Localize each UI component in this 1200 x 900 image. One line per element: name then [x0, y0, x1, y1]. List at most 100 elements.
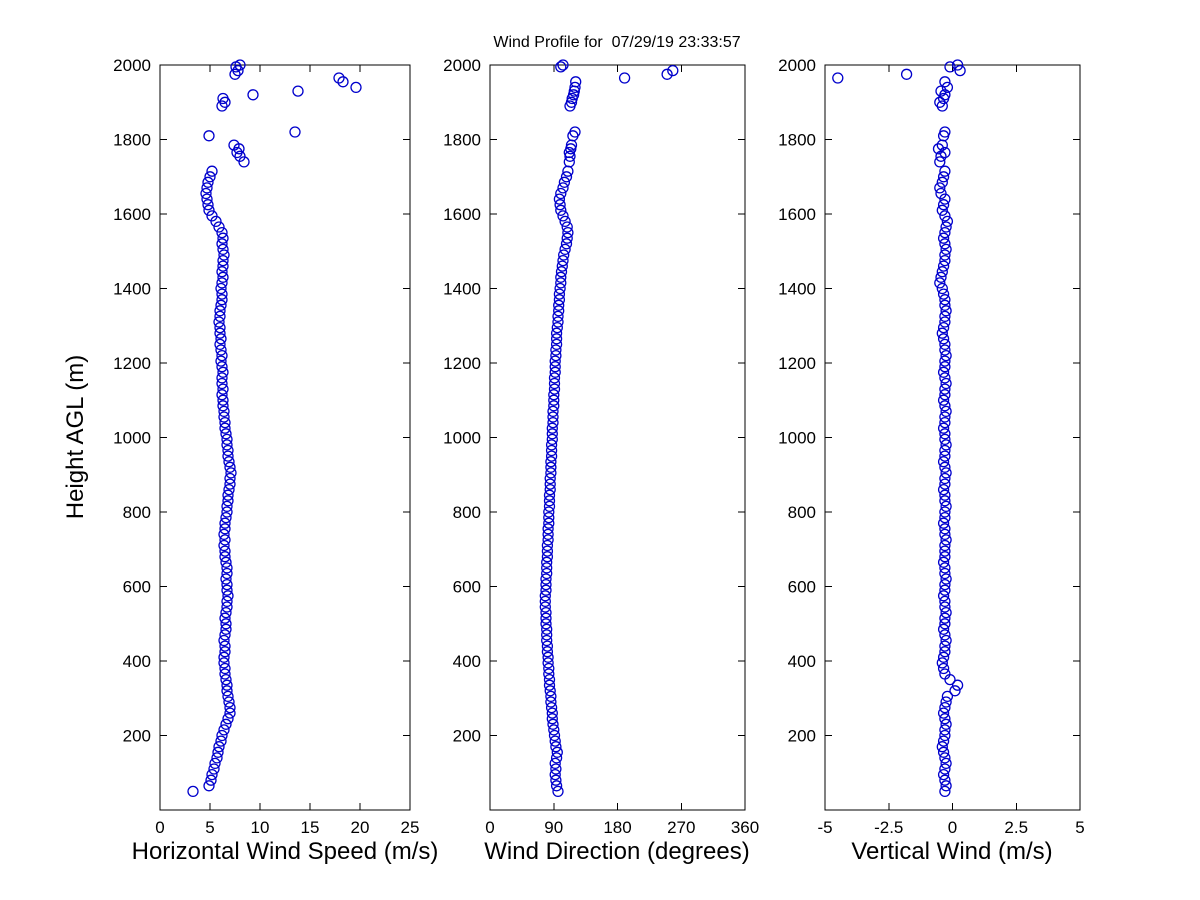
- data-point-marker: [937, 288, 950, 300]
- data-point-marker: [939, 238, 951, 250]
- data-point-marker: [203, 780, 215, 792]
- y-tick-label: 800: [123, 503, 151, 522]
- x-tick-label: -2.5: [874, 818, 903, 837]
- data-point-marker: [218, 634, 230, 647]
- data-point-marker: [554, 199, 566, 211]
- data-point-marker: [937, 651, 950, 663]
- data-point-marker: [562, 226, 574, 239]
- data-point-marker: [939, 249, 951, 261]
- data-point-marker: [201, 193, 213, 205]
- data-point-marker: [936, 176, 948, 188]
- data-point-marker: [218, 405, 230, 418]
- data-point-marker: [219, 629, 231, 641]
- data-point-marker: [560, 171, 573, 183]
- data-point-marker: [932, 143, 945, 155]
- data-point-marker: [541, 646, 554, 658]
- data-point-marker: [939, 478, 951, 490]
- data-point-marker: [939, 383, 951, 395]
- data-point-marker: [939, 601, 951, 613]
- x-tick-label: 2.5: [1004, 818, 1028, 837]
- data-point-marker: [218, 249, 230, 261]
- data-point-marker: [545, 701, 558, 714]
- data-point-marker: [547, 405, 559, 418]
- data-point-marker: [224, 478, 236, 490]
- data-point-marker: [550, 344, 562, 356]
- data-point-marker: [187, 785, 199, 798]
- data-point-marker: [559, 243, 571, 256]
- data-point-marker: [214, 305, 226, 317]
- data-point-marker: [215, 282, 227, 295]
- data-point-marker: [549, 366, 561, 378]
- data-point-marker: [219, 640, 231, 652]
- data-point-marker: [557, 59, 569, 71]
- x-tick-label: 0: [948, 818, 957, 837]
- data-point-marker: [206, 768, 218, 781]
- data-point-marker: [234, 59, 246, 71]
- y-tick-label: 2000: [778, 56, 816, 75]
- data-point-marker: [954, 64, 966, 77]
- data-point-marker: [545, 690, 557, 703]
- data-point-marker: [224, 701, 236, 714]
- data-point-marker: [939, 713, 951, 725]
- data-point-marker: [557, 182, 569, 194]
- data-point-marker: [569, 81, 581, 94]
- data-point-marker: [949, 685, 961, 697]
- data-point-marker: [939, 472, 951, 485]
- data-point-marker: [203, 130, 215, 142]
- data-point-marker: [220, 428, 232, 440]
- data-point-marker: [553, 294, 566, 306]
- data-point-marker: [545, 444, 558, 457]
- y-tick-label: 1200: [113, 354, 151, 373]
- data-point-marker: [221, 439, 233, 451]
- y-tick-label: 1200: [443, 354, 481, 373]
- axes-box: [489, 64, 746, 811]
- data-point-marker: [540, 584, 552, 596]
- data-point-marker: [219, 612, 231, 624]
- data-point-marker: [937, 556, 950, 568]
- data-point-marker: [221, 584, 233, 596]
- data-point-marker: [556, 260, 568, 272]
- data-point-marker: [940, 573, 952, 585]
- data-point-marker: [939, 389, 951, 401]
- data-point-marker: [548, 394, 560, 406]
- data-point-marker: [558, 249, 570, 261]
- data-point-marker: [550, 741, 562, 753]
- data-point-marker: [940, 718, 952, 730]
- data-point-marker: [944, 61, 956, 73]
- data-point-marker: [547, 416, 559, 429]
- data-point-marker: [937, 623, 950, 635]
- data-point-marker: [219, 668, 231, 680]
- data-point-marker: [937, 171, 950, 183]
- data-point-marker: [543, 511, 555, 524]
- data-point-marker: [550, 763, 562, 775]
- data-point-marker: [216, 729, 228, 742]
- data-point-marker: [550, 349, 562, 362]
- data-point-marker: [205, 774, 217, 786]
- data-point-marker: [937, 662, 950, 675]
- y-tick-label: 400: [453, 652, 481, 671]
- data-point-marker: [217, 400, 229, 412]
- data-point-marker: [220, 511, 232, 524]
- data-point-marker: [541, 640, 554, 652]
- data-point-marker: [569, 126, 581, 138]
- data-point-marker: [213, 316, 225, 328]
- data-point-marker: [832, 72, 844, 84]
- data-point-marker: [542, 651, 554, 663]
- data-point-marker: [939, 254, 951, 267]
- data-point-marker: [221, 685, 233, 697]
- data-point-marker: [552, 785, 564, 798]
- data-point-marker: [221, 500, 233, 513]
- y-tick-label: 1200: [778, 354, 816, 373]
- data-point-marker: [939, 495, 951, 507]
- data-point-marker: [218, 651, 230, 663]
- data-point-marker: [939, 523, 951, 535]
- data-point-marker: [939, 618, 951, 630]
- data-point-marker: [209, 757, 221, 770]
- data-point-marker: [939, 668, 951, 680]
- data-point-marker: [220, 718, 232, 730]
- y-tick-label: 400: [123, 652, 151, 671]
- data-point-marker: [544, 472, 556, 485]
- panel-2: 0 90 180 270 360 200 400 600 800 1000 1200 1400 1600…: [443, 56, 759, 837]
- y-tick-label: 1000: [443, 429, 481, 448]
- data-point-marker: [545, 439, 558, 451]
